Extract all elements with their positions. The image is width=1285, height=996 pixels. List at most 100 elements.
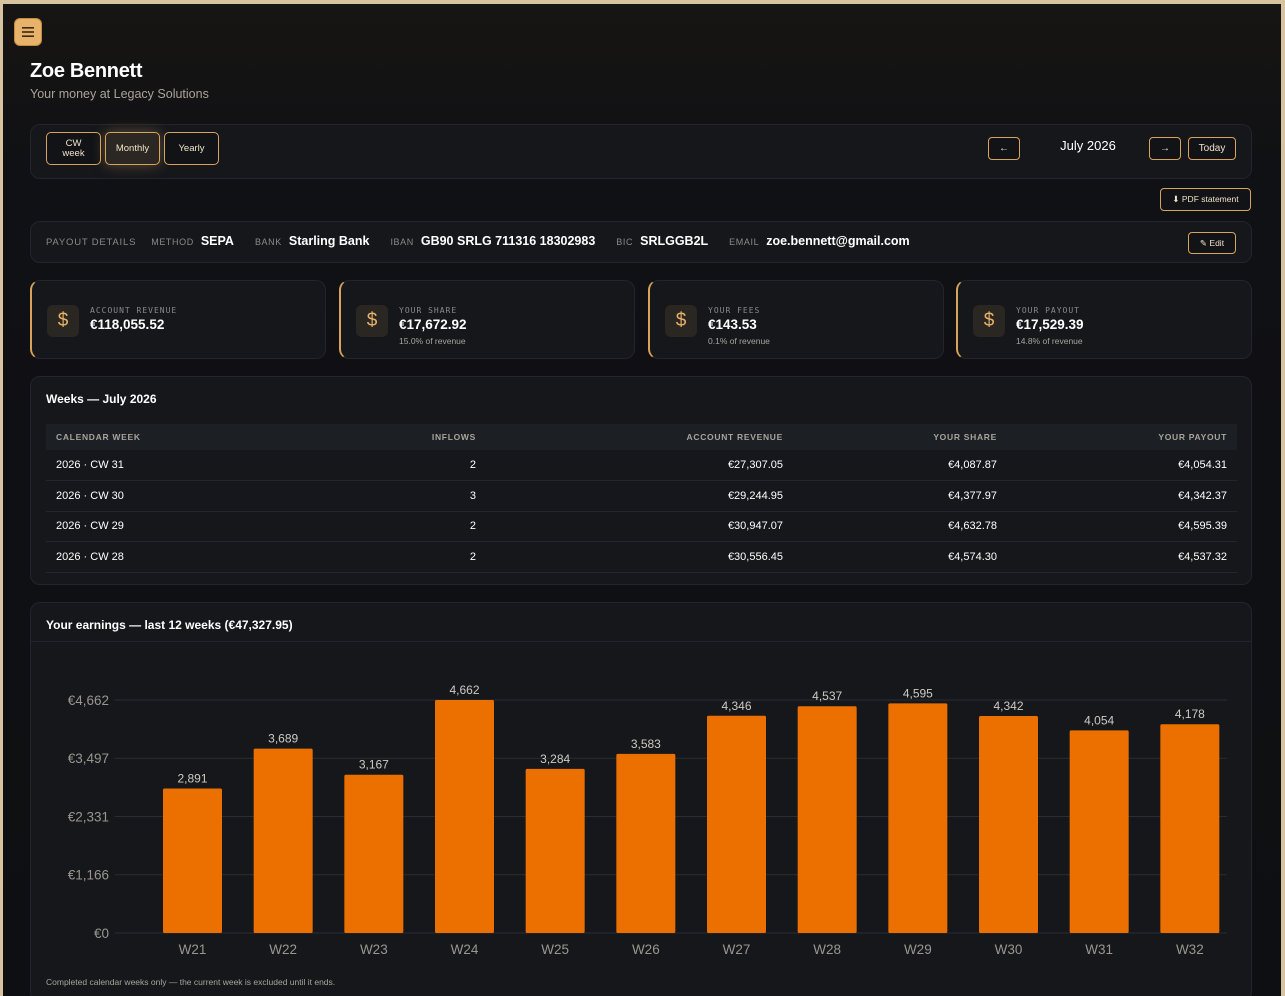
column-header: INFLOWS — [431, 432, 476, 442]
bic-label: BIC — [616, 237, 634, 247]
stat-value: €17,672.92 — [399, 317, 467, 332]
data-label: 4,054 — [1084, 713, 1114, 727]
data-label: 3,689 — [268, 732, 298, 746]
dollar-icon: $ — [47, 305, 79, 337]
table-cell: €4,632.78 — [793, 511, 1007, 542]
stat-label: YOUR SHARE — [399, 306, 458, 315]
table-cell: 2026 · CW 31 — [46, 450, 296, 481]
x-tick-label: W26 — [632, 942, 660, 957]
table-row: 2026 · CW 31 2 €27,307.05 €4,087.87 €4,0… — [46, 450, 1237, 481]
data-label: 4,342 — [993, 699, 1023, 713]
table-cell: €4,537.32 — [1007, 541, 1237, 573]
email-value: zoe.bennett@gmail.com — [766, 234, 910, 248]
stat-sub: 14.8% of revenue — [1016, 336, 1083, 346]
table-cell: €4,087.87 — [793, 450, 1007, 481]
dollar-icon: $ — [665, 305, 697, 337]
segment-label: CW — [65, 137, 82, 149]
table-cell: 2026 · CW 30 — [46, 480, 296, 512]
y-tick-label: €2,331 — [68, 810, 109, 825]
bar — [435, 700, 494, 933]
stat-card-account-revenue: $ ACCOUNT REVENUE €118,055.52 — [30, 280, 326, 359]
bar — [888, 703, 948, 933]
payout-details-heading: PAYOUT DETAILS — [46, 237, 137, 248]
bar — [525, 768, 585, 933]
pdf-statement-button[interactable]: ⬇ PDF statement — [1160, 188, 1251, 211]
earnings-panel: Your earnings — last 12 weeks (€47,327.9… — [30, 602, 1252, 996]
bic-value: SRLGGB2L — [640, 234, 709, 248]
segment-yearly[interactable]: Yearly — [164, 132, 219, 165]
stat-value: €17,529.39 — [1016, 317, 1084, 332]
chart-footnote: Completed calendar weeks only — the curr… — [46, 977, 336, 987]
column-header: YOUR PAYOUT — [1158, 432, 1227, 442]
iban-label: IBAN — [390, 237, 414, 247]
table-cell: 2026 · CW 29 — [46, 511, 296, 542]
y-tick-label: €0 — [94, 926, 109, 941]
stat-label: YOUR PAYOUT — [1016, 306, 1080, 315]
column-header: YOUR SHARE — [933, 432, 997, 442]
segment-cw-week[interactable]: CW week — [46, 132, 101, 165]
bank-value: Starling Bank — [288, 234, 370, 248]
period-toolbar: CW week Monthly Yearly ← July 2026 → Toda… — [30, 124, 1252, 179]
bar — [979, 715, 1038, 933]
table-cell: 2026 · CW 28 — [46, 541, 296, 573]
bar — [797, 706, 857, 933]
page-title: Zoe Bennett — [30, 60, 143, 82]
table-cell: 2 — [296, 541, 486, 573]
method-value: SEPA — [200, 234, 234, 248]
x-tick-label: W28 — [813, 942, 841, 957]
hamburger-icon — [22, 27, 34, 37]
table-header-row: CALENDAR WEEK INFLOWS ACCOUNT REVENUE YO… — [46, 424, 1237, 450]
data-label: 3,583 — [631, 737, 661, 751]
weeks-table: CALENDAR WEEK INFLOWS ACCOUNT REVENUE YO… — [46, 424, 1237, 573]
weeks-panel: Weeks — July 2026 CALENDAR WEEK INFLOWS … — [30, 376, 1252, 585]
x-tick-label: W30 — [995, 942, 1023, 957]
x-tick-label: W24 — [451, 942, 479, 957]
column-header: CALENDAR WEEK — [56, 432, 141, 442]
data-label: 4,662 — [449, 683, 479, 697]
stat-card-your-payout: $ YOUR PAYOUT €17,529.39 14.8% of revenu… — [956, 280, 1252, 359]
menu-button[interactable] — [14, 18, 42, 46]
y-tick-label: €3,497 — [68, 751, 109, 766]
segment-label: week — [62, 147, 85, 159]
x-tick-label: W23 — [360, 942, 388, 957]
method-label: METHOD — [151, 237, 194, 247]
data-label: 4,537 — [812, 689, 842, 703]
page-subtitle: Your money at Legacy Solutions — [30, 87, 209, 101]
data-label: 4,595 — [903, 686, 933, 700]
edit-payout-button[interactable]: ✎ Edit — [1188, 232, 1236, 254]
today-button[interactable]: Today — [1188, 137, 1236, 160]
table-cell: €27,307.05 — [486, 450, 793, 481]
segment-monthly[interactable]: Monthly — [105, 132, 160, 165]
bar — [163, 788, 222, 933]
table-cell: €4,342.37 — [1007, 480, 1237, 512]
table-row: 2026 · CW 29 2 €30,947.07 €4,632.78 €4,5… — [46, 511, 1237, 542]
table-row: 2026 · CW 28 2 €30,556.45 €4,574.30 €4,5… — [46, 541, 1237, 573]
stat-card-your-fees: $ YOUR FEES €143.53 0.1% of revenue — [648, 280, 944, 359]
app-frame: Zoe Bennett Your money at Legacy Solutio… — [3, 4, 1281, 996]
table-cell: 3 — [296, 480, 486, 512]
data-label: 3,284 — [540, 752, 570, 766]
table-cell: €4,054.31 — [1007, 450, 1237, 481]
dollar-icon: $ — [356, 305, 388, 337]
data-label: 4,346 — [721, 699, 751, 713]
bar — [616, 753, 676, 933]
bar — [707, 715, 766, 933]
stat-value: €118,055.52 — [90, 317, 165, 332]
stat-label: YOUR FEES — [708, 306, 761, 315]
weeks-title: Weeks — July 2026 — [46, 392, 157, 406]
table-cell: 2 — [296, 511, 486, 542]
x-tick-label: W29 — [904, 942, 932, 957]
x-tick-label: W27 — [723, 942, 751, 957]
x-tick-label: W21 — [179, 942, 207, 957]
next-period-button[interactable]: → — [1149, 137, 1181, 160]
earnings-title: Your earnings — last 12 weeks (€47,327.9… — [46, 618, 293, 632]
arrow-left-icon: ← — [999, 143, 1009, 154]
table-cell: €29,244.95 — [486, 480, 793, 512]
x-tick-label: W22 — [269, 942, 297, 957]
table-cell: €4,377.97 — [793, 480, 1007, 512]
email-label: EMAIL — [729, 237, 760, 247]
data-label: 3,167 — [359, 758, 389, 772]
stat-sub: 15.0% of revenue — [399, 336, 466, 346]
prev-period-button[interactable]: ← — [988, 137, 1020, 160]
bar — [344, 774, 404, 933]
